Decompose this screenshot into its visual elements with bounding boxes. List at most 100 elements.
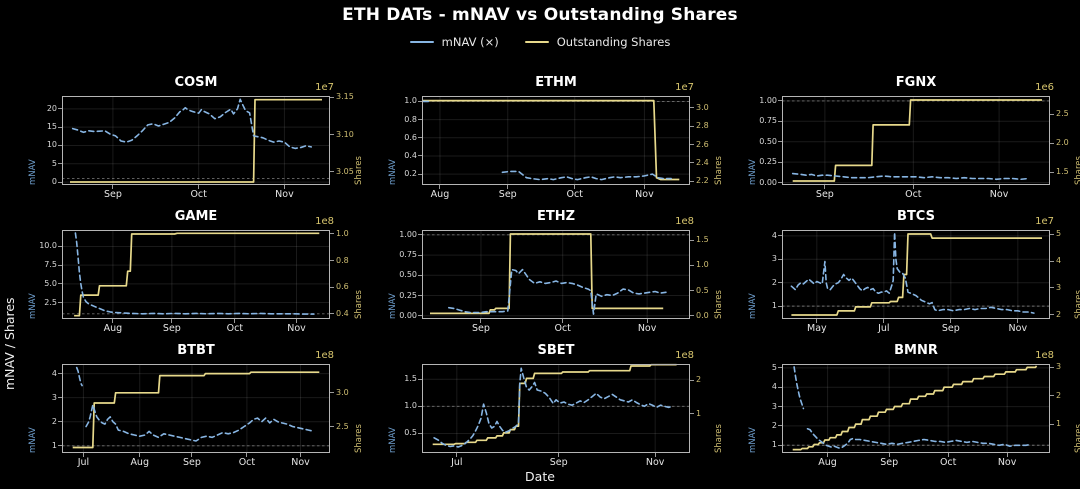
- shares-axis-multiplier: 1e6: [1035, 82, 1054, 93]
- shares-series-line: [792, 99, 1042, 182]
- plot-area-fgnx: [782, 96, 1050, 185]
- right-tick-mark: [330, 134, 334, 136]
- right-tick-mark: [1050, 366, 1054, 368]
- left-tick-label: 0.2: [404, 169, 417, 179]
- left-tick-label: 0.50: [759, 136, 777, 146]
- plot-border: [62, 230, 330, 319]
- x-tick-mark: [883, 319, 885, 323]
- right-tick-label: 1.5: [696, 235, 709, 245]
- shares-axis-multiplier: 1e8: [675, 350, 694, 361]
- legend-label-shares: Outstanding Shares: [556, 35, 671, 49]
- right-tick-mark: [690, 290, 694, 292]
- left-tick-mark: [418, 119, 422, 121]
- plot-area-game: [62, 230, 330, 319]
- left-tick-mark: [418, 100, 422, 102]
- subplot-cosm: COSM 0 5 10 15 20 3.05 3.10 3.15 Sep Oct Nov 1e7 mNAV…: [0, 72, 364, 204]
- x-tick-label: Sep: [183, 457, 201, 468]
- x-tick-mark: [198, 185, 200, 189]
- right-tick-label: 2.5: [1056, 109, 1069, 119]
- plot-area-btbt: [62, 364, 330, 453]
- shares-series-line: [430, 233, 664, 315]
- mnav-series-line: [75, 366, 83, 387]
- subplot-ethz: ETHZ 0.00 0.25 0.50 0.75 1.00 0.0 0.5 1.0 1.5 Sep O…: [360, 206, 724, 338]
- x-tick-label: Oct: [190, 189, 207, 200]
- subplot-title: ETHZ: [536, 209, 576, 224]
- right-tick-label: 1.0: [696, 260, 709, 270]
- right-tick-mark: [1050, 142, 1054, 144]
- right-tick-mark: [330, 313, 334, 315]
- left-tick-label: 1: [771, 440, 777, 450]
- x-tick-mark: [950, 319, 952, 323]
- left-tick-label: 5: [51, 158, 57, 168]
- left-tick-mark: [418, 274, 422, 276]
- left-tick-label: 1.00: [759, 95, 777, 105]
- subplot-btcs: BTCS 1 2 3 4 2 3 4 5 May Jul Sep Nov 1e7 mNAV Shares: [720, 206, 1080, 338]
- plot-border: [422, 230, 690, 319]
- left-tick-label: 0.00: [399, 310, 417, 320]
- left-tick-label: 1.5: [404, 374, 417, 384]
- left-tick-label: 0.8: [404, 114, 417, 124]
- x-tick-mark: [646, 319, 648, 323]
- shares-axis-multiplier: 1e8: [1035, 350, 1054, 361]
- right-tick-mark: [690, 379, 694, 381]
- shares-axis-label: Shares: [1074, 156, 1080, 185]
- left-tick-label: 1.0: [404, 401, 417, 411]
- right-tick-label: 0.4: [336, 308, 349, 318]
- mnav-series-line: [501, 170, 672, 181]
- shares-series-line: [70, 98, 322, 183]
- right-tick-label: 1.5: [1056, 167, 1069, 177]
- left-tick-label: 2: [51, 416, 57, 426]
- left-tick-mark: [778, 258, 782, 260]
- mnav-axis-label: mNAV: [388, 427, 398, 453]
- x-tick-mark: [643, 185, 645, 189]
- legend: mNAV (×) Outstanding Shares: [0, 35, 1080, 49]
- x-tick-mark: [82, 453, 84, 457]
- shares-series-line: [72, 371, 320, 449]
- left-tick-label: 0.4: [404, 150, 417, 160]
- right-tick-label: 1: [696, 408, 702, 418]
- x-tick-label: Nov: [1008, 323, 1028, 334]
- right-tick-mark: [330, 426, 334, 428]
- left-tick-mark: [778, 444, 782, 446]
- x-tick-label: Nov: [275, 189, 294, 200]
- x-tick-label: Oct: [226, 323, 244, 334]
- left-tick-label: 0.5: [404, 428, 417, 438]
- left-tick-mark: [778, 100, 782, 102]
- x-tick-mark: [827, 453, 829, 457]
- mnav-axis-label: mNAV: [388, 293, 398, 319]
- mnav-axis-label: mNAV: [28, 293, 38, 319]
- left-tick-label: 3: [771, 401, 777, 411]
- plot-border: [422, 96, 690, 185]
- x-tick-label: May: [807, 323, 827, 334]
- subplot-btbt: BTBT 1 2 3 4 2.5 3.0 Jul Aug Sep Oct Nov 1e8 mNAV Shar…: [0, 340, 364, 472]
- x-tick-mark: [439, 185, 441, 189]
- subplot-title: COSM: [174, 75, 218, 90]
- x-tick-label: Nov: [635, 189, 654, 200]
- left-tick-label: 10.0: [39, 241, 57, 251]
- x-tick-mark: [283, 185, 285, 189]
- right-tick-label: 0.0: [696, 310, 709, 320]
- subplot-ethm: ETHM 0.2 0.4 0.6 0.8 1.0 2.2 2.4 2.6 2.8 3.0 Aug Sep…: [360, 72, 724, 204]
- right-tick-label: 2: [696, 375, 702, 385]
- left-tick-label: 4: [771, 230, 777, 240]
- right-tick-mark: [1050, 113, 1054, 115]
- shares-series-line: [432, 363, 677, 446]
- x-tick-mark: [191, 453, 193, 457]
- x-tick-label: Nov: [637, 323, 657, 334]
- plot-area-cosm: [62, 96, 330, 185]
- right-tick-label: 0.8: [336, 255, 349, 265]
- x-tick-mark: [824, 185, 826, 189]
- mnav-axis-label: mNAV: [748, 427, 758, 453]
- x-tick-label: Sep: [498, 189, 517, 200]
- left-tick-label: 0: [51, 177, 57, 187]
- x-tick-label: Aug: [818, 457, 837, 468]
- plot-border: [782, 96, 1050, 185]
- x-tick-mark: [296, 319, 297, 323]
- shares-axis-multiplier: 1e8: [675, 216, 694, 227]
- x-tick-mark: [112, 319, 114, 323]
- left-tick-label: 0.25: [759, 157, 777, 167]
- plot-border: [782, 230, 1050, 319]
- left-tick-label: 0.6: [404, 132, 417, 142]
- x-tick-mark: [654, 453, 656, 457]
- left-tick-label: 0.25: [399, 290, 417, 300]
